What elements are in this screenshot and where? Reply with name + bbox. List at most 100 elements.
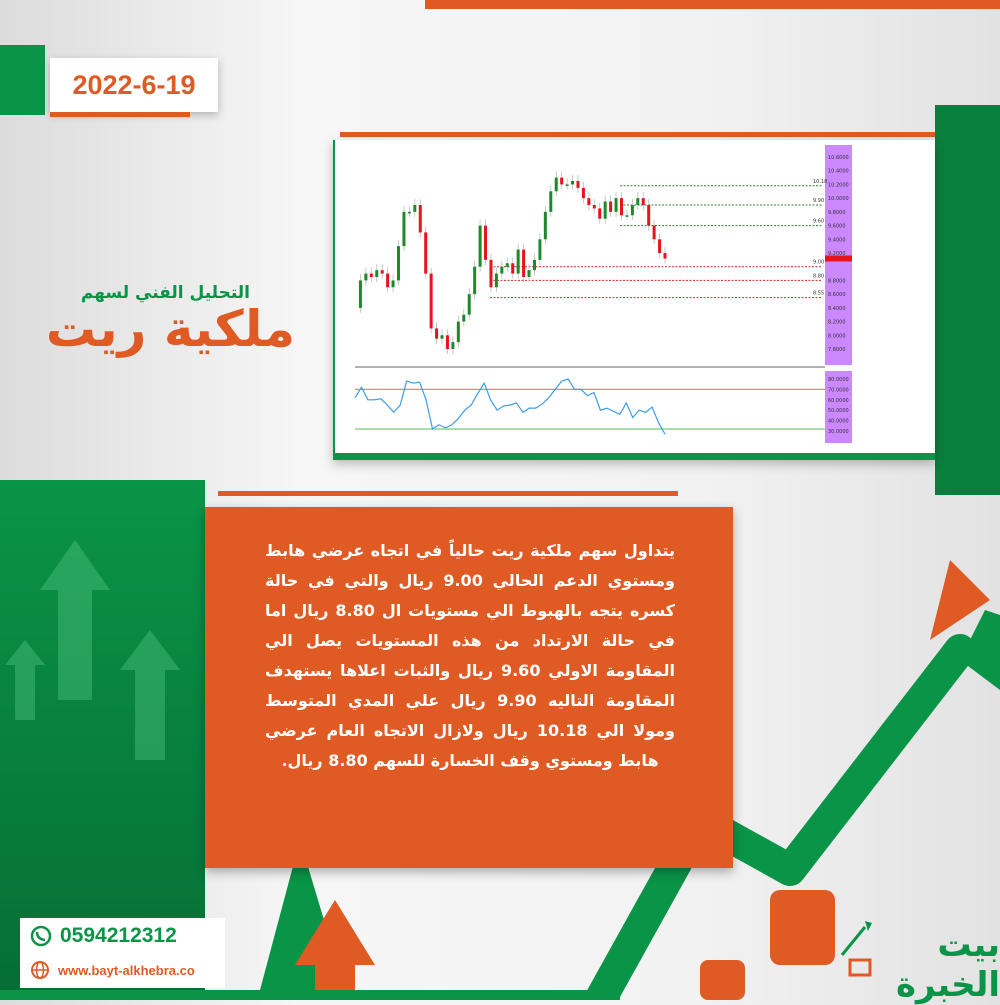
price-tick: 8.6000 xyxy=(828,292,846,298)
price-tick: 8.8000 xyxy=(828,278,846,284)
rsi-tick: 40.0000 xyxy=(828,419,849,425)
chart-bg xyxy=(340,143,900,448)
candle xyxy=(619,198,623,216)
candle xyxy=(576,181,580,188)
globe-icon xyxy=(31,961,49,979)
candle xyxy=(473,266,477,295)
candle xyxy=(418,205,422,233)
candle xyxy=(478,225,482,267)
price-tick: 10.0000 xyxy=(828,196,849,202)
page-title: ملكية ريت xyxy=(45,300,295,358)
price-tick: 9.6000 xyxy=(828,224,846,230)
candle xyxy=(663,253,667,259)
price-tick: 8.4000 xyxy=(828,306,846,312)
logo-mark xyxy=(840,921,872,977)
candle xyxy=(407,211,411,214)
level-label: 8.55 xyxy=(813,291,824,297)
price-axis xyxy=(825,145,852,365)
candle xyxy=(630,205,634,216)
candle xyxy=(440,335,444,339)
candle xyxy=(402,211,406,247)
website-link[interactable]: www.bayt-alkhebra.co xyxy=(58,962,195,978)
price-tick: 9.8000 xyxy=(828,210,846,216)
candle xyxy=(489,259,493,288)
candle xyxy=(516,249,520,274)
decor-green-panel xyxy=(0,480,205,1000)
divider xyxy=(340,132,935,137)
top-accent-bar xyxy=(425,0,1000,9)
candle xyxy=(636,198,640,205)
candle xyxy=(592,205,596,209)
price-tick: 10.4000 xyxy=(828,169,849,175)
current-price-marker xyxy=(825,255,852,262)
stock-chart: 10.6000 10.4000 10.2000 10.0000 9.8000 9.6000… xyxy=(340,143,900,448)
decor-green-block xyxy=(935,105,1000,495)
rsi-tick: 80.0000 xyxy=(828,377,849,383)
candle xyxy=(554,177,558,192)
price-tick: 10.6000 xyxy=(828,155,849,161)
candle xyxy=(462,314,466,322)
analysis-box xyxy=(205,507,733,868)
level-label: 9.60 xyxy=(813,219,824,225)
candle xyxy=(505,263,509,267)
candle xyxy=(598,208,602,219)
candle xyxy=(641,198,645,205)
candle xyxy=(429,273,433,329)
level-label: 10.18 xyxy=(813,179,827,185)
whatsapp-icon xyxy=(30,925,52,947)
candle xyxy=(527,270,531,277)
contact-card: 0594212312 www.bayt-alkhebra.co xyxy=(20,918,225,988)
price-tick: 8.2000 xyxy=(828,320,846,326)
rising-trend-arrow xyxy=(584,634,976,1000)
candle xyxy=(609,201,613,212)
price-tick: 8.0000 xyxy=(828,333,846,339)
date-badge: 2022-6-19 xyxy=(50,58,218,112)
candle xyxy=(484,225,488,260)
divider xyxy=(50,112,190,117)
price-tick: 10.2000 xyxy=(828,182,849,188)
candle xyxy=(603,201,607,219)
candle xyxy=(467,294,471,315)
candle xyxy=(565,184,569,186)
subtitle: التحليل الفني لسهم xyxy=(80,283,250,303)
candle xyxy=(652,225,656,240)
analysis-text: يتداول سهم ملكية ريت حالياً في اتجاه عرض… xyxy=(265,541,675,770)
level-label: 8.80 xyxy=(813,273,824,279)
candle xyxy=(364,273,368,281)
candle xyxy=(500,266,504,274)
candle xyxy=(391,280,395,288)
candle xyxy=(614,198,618,212)
candle xyxy=(397,246,401,281)
candle xyxy=(451,342,455,349)
candle xyxy=(369,273,373,277)
candle xyxy=(571,181,575,185)
candle xyxy=(435,328,439,339)
rsi-line xyxy=(354,378,666,435)
price-tick: 9.2000 xyxy=(828,251,846,257)
rsi-axis xyxy=(825,371,852,443)
candle xyxy=(445,335,449,349)
candle xyxy=(494,273,498,288)
candle xyxy=(532,259,536,271)
candle xyxy=(581,187,585,199)
candle xyxy=(511,263,515,274)
phone-number[interactable]: 0594212312 xyxy=(60,924,177,947)
logo: بيت الخبرة xyxy=(895,925,1000,1005)
rsi-tick: 30.0000 xyxy=(828,429,849,435)
candle xyxy=(375,270,379,277)
candle xyxy=(522,249,526,277)
decor-green-block xyxy=(0,45,45,115)
candle xyxy=(456,321,460,343)
rsi-tick: 50.0000 xyxy=(828,408,849,414)
divider xyxy=(218,491,678,496)
level-label: 9.00 xyxy=(813,260,824,266)
candle xyxy=(538,239,542,260)
candle xyxy=(380,270,384,274)
candle xyxy=(386,273,390,288)
price-tick: 7.8000 xyxy=(828,347,846,353)
candle xyxy=(413,205,417,212)
candle xyxy=(358,280,362,308)
rsi-tick: 60.0000 xyxy=(828,398,849,404)
price-tick: 9.4000 xyxy=(828,237,846,243)
